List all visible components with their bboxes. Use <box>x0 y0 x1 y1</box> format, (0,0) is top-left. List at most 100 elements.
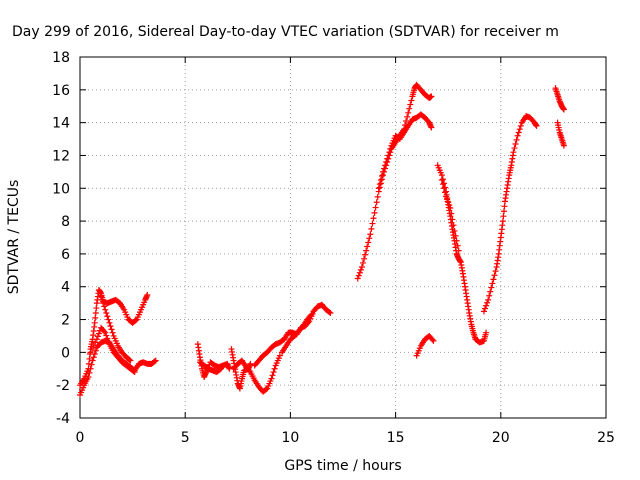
data-point <box>384 155 391 162</box>
data-point <box>359 259 366 266</box>
data-point <box>247 360 254 367</box>
axis-ticks <box>79 56 607 419</box>
data-point <box>517 122 524 129</box>
data-point <box>356 269 363 276</box>
x-tick-label: 15 <box>387 430 405 446</box>
data-point <box>102 306 109 313</box>
y-tick-label: 6 <box>61 247 70 263</box>
data-point <box>511 145 518 152</box>
data-point <box>131 369 138 376</box>
data-point <box>106 319 113 326</box>
data-point <box>326 309 333 316</box>
data-point <box>88 361 95 368</box>
data-point <box>445 199 452 206</box>
data-point <box>271 365 278 372</box>
data-point <box>130 368 137 375</box>
data-point <box>510 149 517 156</box>
data-point <box>455 247 462 254</box>
data-point <box>94 333 101 340</box>
data-point <box>263 386 270 393</box>
data-point <box>357 266 364 273</box>
data-point <box>276 352 283 359</box>
data-point <box>450 222 457 229</box>
data-point <box>533 122 540 129</box>
data-point <box>103 332 110 339</box>
data-point <box>386 149 393 156</box>
data-point <box>490 276 497 283</box>
data-point <box>107 323 114 330</box>
data-point <box>448 210 455 217</box>
x-tick-label: 20 <box>492 430 510 446</box>
data-point <box>105 316 112 323</box>
data-point <box>152 357 159 364</box>
data-point <box>98 293 105 300</box>
data-point <box>375 185 382 192</box>
y-tick-label: -2 <box>56 378 70 394</box>
y-tick-label: 18 <box>52 50 70 66</box>
data-point <box>101 328 108 335</box>
data-point <box>127 357 134 364</box>
data-point <box>429 336 436 343</box>
data-point <box>485 296 492 303</box>
data-points <box>77 81 567 399</box>
data-point <box>367 231 374 238</box>
data-point <box>268 375 275 382</box>
y-tick-label: -4 <box>56 411 70 427</box>
data-point <box>428 124 435 131</box>
x-axis-label: GPS time / hours <box>284 458 401 474</box>
data-point <box>491 272 498 279</box>
data-point <box>449 216 456 223</box>
data-point <box>90 354 97 361</box>
data-point <box>484 299 491 306</box>
data-point <box>104 335 111 342</box>
y-tick-label: 8 <box>61 214 70 230</box>
data-point <box>361 255 368 262</box>
data-point <box>108 326 115 333</box>
data-point <box>369 220 376 227</box>
y-axis-label: SDTVAR / TECUs <box>6 180 22 295</box>
data-point <box>514 132 521 139</box>
data-point <box>92 347 99 354</box>
data-point <box>438 177 445 184</box>
data-point <box>489 280 496 287</box>
data-point <box>512 140 519 147</box>
data-point <box>217 365 224 372</box>
data-point <box>428 93 435 100</box>
data-point <box>101 303 108 310</box>
y-tick-labels: -4 -2 0 2 4 6 8 10 12 14 16 18 <box>52 50 70 427</box>
data-point <box>85 373 92 380</box>
chart-title: Day 299 of 2016, Sidereal Day-to-day VTE… <box>12 24 559 40</box>
data-point <box>454 242 461 249</box>
data-point <box>246 367 253 374</box>
data-point <box>370 215 377 222</box>
data-point <box>452 232 459 239</box>
data-point <box>406 105 413 112</box>
data-point <box>407 101 414 108</box>
plot-frame <box>79 56 607 419</box>
data-point <box>387 145 394 152</box>
data-point <box>327 309 334 316</box>
data-point <box>560 142 567 149</box>
data-point <box>99 296 106 303</box>
data-point <box>95 330 102 337</box>
data-point <box>447 204 454 211</box>
data-point <box>488 284 495 291</box>
data-point <box>373 199 380 206</box>
data-point <box>516 126 523 133</box>
data-point <box>372 204 379 211</box>
data-point <box>383 159 390 166</box>
x-tick-label: 5 <box>181 430 190 446</box>
data-point <box>430 337 437 344</box>
grid-lines <box>80 57 606 418</box>
data-point <box>480 308 487 315</box>
data-point <box>104 313 111 320</box>
data-point <box>442 189 449 196</box>
data-point <box>90 342 97 349</box>
data-point <box>440 185 447 192</box>
data-point <box>405 109 412 116</box>
data-point <box>439 181 446 188</box>
data-point <box>482 305 489 312</box>
data-point <box>385 152 392 159</box>
data-point <box>368 225 375 232</box>
